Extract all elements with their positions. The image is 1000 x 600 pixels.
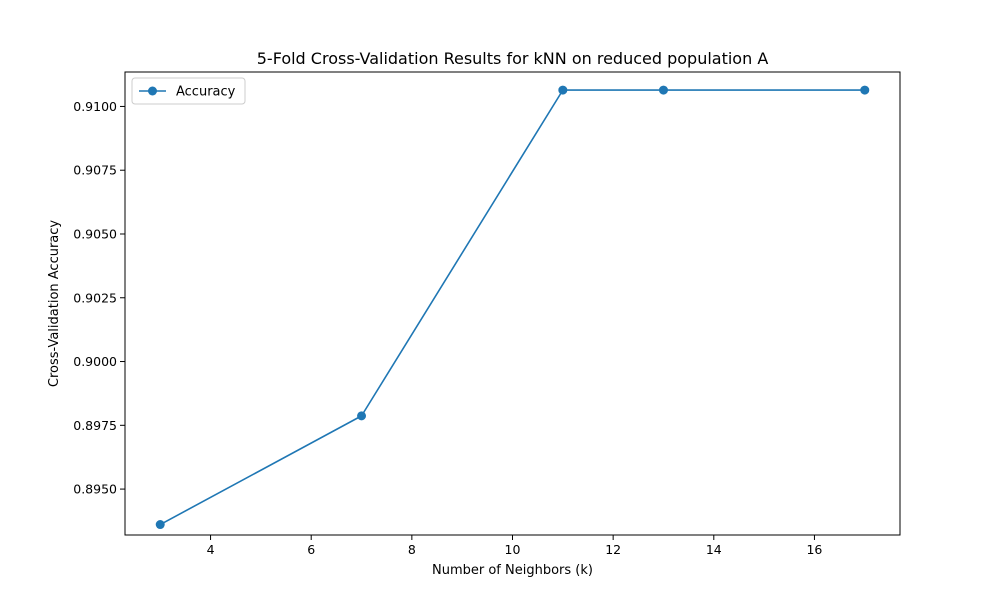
x-tick-label: 8 <box>408 542 416 557</box>
x-tick-label: 4 <box>207 542 215 557</box>
legend-label-accuracy: Accuracy <box>176 85 236 100</box>
plot-frame <box>124 71 901 536</box>
x-tick-label: 16 <box>806 542 822 557</box>
y-tick-label: 0.9100 <box>73 99 117 114</box>
y-axis-label: Cross-Validation Accuracy <box>47 220 62 388</box>
y-tick-label: 0.9050 <box>73 226 117 241</box>
x-tick-label: 6 <box>307 542 315 557</box>
x-axis-ticks: 4 6 8 10 12 14 16 <box>207 535 822 557</box>
y-tick-label: 0.8950 <box>73 482 117 497</box>
data-point-accuracy <box>357 411 367 421</box>
x-tick-label: 12 <box>605 542 621 557</box>
legend-box <box>131 77 246 105</box>
y-tick-label: 0.9000 <box>73 354 117 369</box>
legend-marker-swatch <box>148 86 157 96</box>
x-tick-label: 10 <box>505 542 521 557</box>
chart-title: 5-Fold Cross-Validation Results for kNN … <box>257 49 769 68</box>
plot-area <box>125 72 900 535</box>
y-tick-label: 0.9025 <box>73 290 117 305</box>
data-point-accuracy <box>658 85 668 95</box>
x-tick-label: 14 <box>706 542 722 557</box>
y-tick-label: 0.9075 <box>73 163 117 178</box>
y-axis-ticks: 0.8950 0.8975 0.9000 0.9025 0.9050 0.9075 0.91… <box>73 99 125 497</box>
legend: Accuracy <box>131 77 246 105</box>
series-layer <box>155 85 870 530</box>
plot-background <box>125 72 900 535</box>
data-point-accuracy <box>155 520 165 530</box>
x-axis-label: Number of Neighbors (k) <box>432 563 593 578</box>
data-point-accuracy <box>860 85 870 95</box>
y-tick-label: 0.8975 <box>73 418 117 433</box>
data-point-accuracy <box>558 85 568 95</box>
